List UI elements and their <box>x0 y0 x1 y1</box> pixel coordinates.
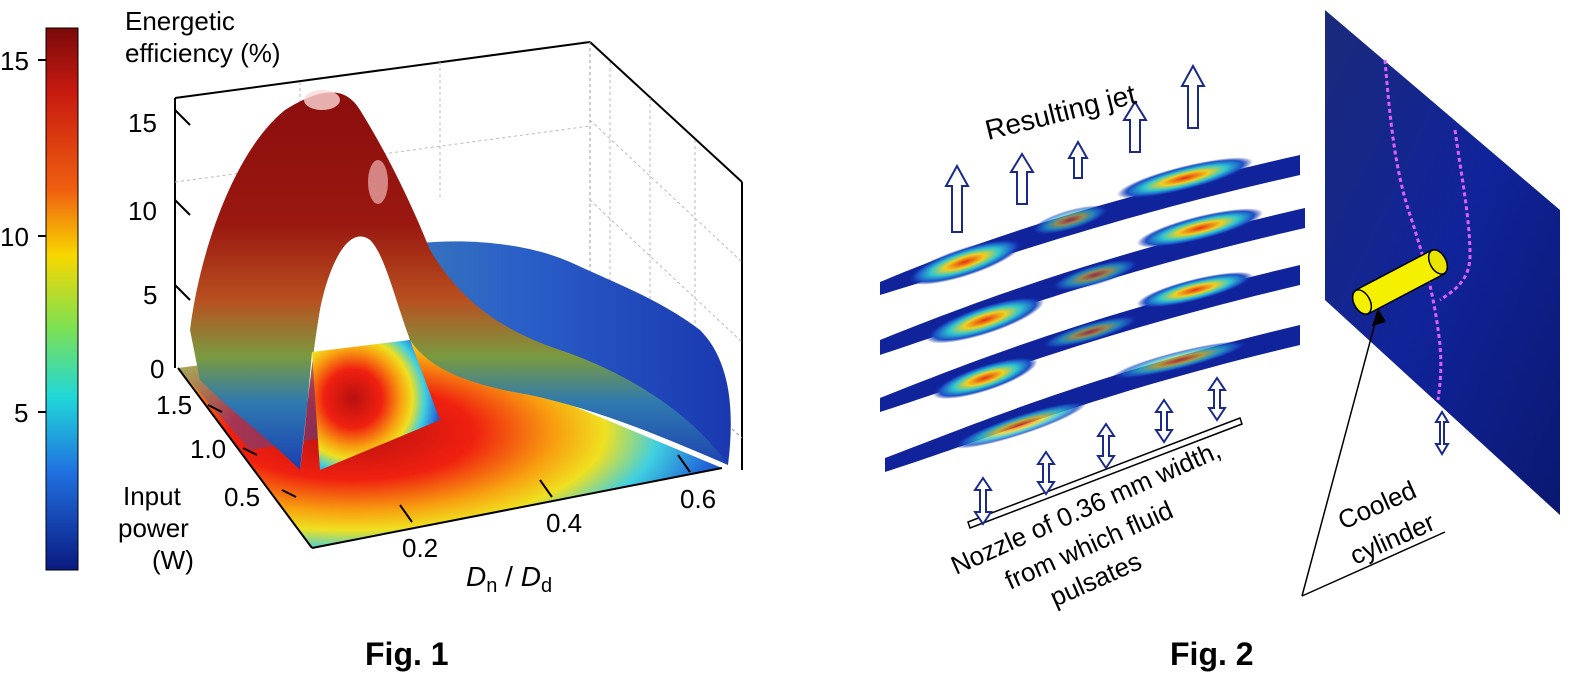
double-arrow-icon <box>1207 376 1227 422</box>
slice-hotspot <box>925 296 1045 344</box>
double-arrow-icon <box>1096 422 1116 470</box>
y-axis-line <box>177 367 313 549</box>
laser-trace <box>1439 129 1472 302</box>
colorbar-tick-label: 5 <box>14 398 28 428</box>
figure-1-caption: Fig. 1 <box>365 636 449 672</box>
z-tick-label: 5 <box>143 280 157 310</box>
z-tick-mark <box>174 199 191 216</box>
floor-under-arch <box>312 340 440 470</box>
jet-arrow-icon <box>944 163 970 233</box>
x-tick-label: 0.4 <box>546 508 582 538</box>
colorbar: 15 10 5 <box>0 27 79 571</box>
z-axis: 15 10 5 0 <box>128 108 191 384</box>
box-gridline <box>589 199 743 343</box>
y-axis-label: power <box>118 513 189 543</box>
figure-2: Resulting jet Nozzle of 0.36 mm width, f… <box>880 10 1560 612</box>
y-tick-label: 1.0 <box>190 434 226 464</box>
z-tick-mark <box>174 284 191 301</box>
arch-opening <box>300 236 410 470</box>
surface-hump <box>190 92 728 470</box>
slice-hotspot <box>932 356 1038 400</box>
x-axis-label: Dn / Dd <box>466 561 552 597</box>
velocity-slice <box>885 325 1300 472</box>
slice-hotspot <box>1031 205 1109 235</box>
slice-hotspot <box>1051 259 1139 291</box>
y-tick-label: 1.5 <box>156 390 192 420</box>
colorbar-gradient <box>45 27 79 571</box>
surface-highlight <box>304 90 340 110</box>
slice-hotspot <box>1136 271 1254 309</box>
surface-highlight <box>368 160 388 204</box>
jet-arrow-icon <box>1122 100 1148 153</box>
laser-trace <box>1383 59 1443 401</box>
jet-arrow-icon <box>1009 152 1035 205</box>
box-gridline <box>174 125 591 183</box>
y-tick-mark <box>242 447 258 456</box>
slice-hotspot <box>953 401 1087 449</box>
x-axis: 0.2 0.4 0.6 <box>311 454 723 563</box>
x-axis-line <box>311 467 723 549</box>
slice-hotspot <box>1136 208 1264 248</box>
y-tick-mark <box>207 404 223 413</box>
x-tick-mark <box>399 504 413 523</box>
figure-1: 15 10 5 <box>0 6 743 597</box>
double-arrow-icon <box>1036 450 1056 496</box>
colorbar-tick-label: 15 <box>0 46 29 76</box>
z-axis-label: efficiency (%) <box>125 38 281 68</box>
velocity-slice <box>880 208 1305 355</box>
slice-hotspot <box>907 239 1023 285</box>
y-axis-label: Input <box>123 481 182 511</box>
x-tick-label: 0.2 <box>402 533 438 563</box>
floor-colormap <box>178 338 722 548</box>
box-edge <box>174 41 591 99</box>
pulsation-arrows <box>973 376 1227 526</box>
slice-hotspot <box>1112 340 1248 380</box>
y-axis-label: (W) <box>152 545 194 575</box>
z-axis-label: Energetic <box>125 6 235 36</box>
slice-hotspot <box>1117 157 1253 199</box>
jet-arrow-icon <box>1180 63 1206 129</box>
cooled-cylinder <box>1351 248 1449 316</box>
cylinder-end <box>1427 249 1449 275</box>
jet-arrows <box>944 63 1206 233</box>
z-tick-label: 15 <box>128 108 157 138</box>
callout-line <box>1301 531 1446 597</box>
cylinder-end <box>1351 289 1373 315</box>
velocity-slice <box>880 155 1300 295</box>
z-tick-label: 10 <box>128 196 157 226</box>
z-tick-mark <box>174 109 191 126</box>
y-tick-label: 0.5 <box>224 482 260 512</box>
x-tick-label: 0.6 <box>680 484 716 514</box>
callout-arrowhead <box>1372 308 1386 326</box>
y-tick-mark <box>281 489 297 498</box>
double-arrow-icon <box>1154 398 1174 444</box>
box-gridline <box>589 119 743 263</box>
jet-arrow-icon <box>1067 139 1089 179</box>
y-axis: 1.5 1.0 0.5 <box>156 367 313 549</box>
velocity-slice <box>880 265 1300 412</box>
x-tick-mark <box>539 479 553 498</box>
slice-hotspot <box>1041 315 1139 349</box>
x-tick-mark <box>677 454 691 473</box>
figure-2-caption: Fig. 2 <box>1170 636 1254 672</box>
double-arrow-icon <box>1434 410 1450 456</box>
nozzle-bar <box>967 417 1243 529</box>
z-tick-label: 0 <box>150 354 164 384</box>
colorbar-tick-label: 10 <box>0 222 29 252</box>
double-arrow-icon <box>973 476 993 526</box>
jet-label: Resulting jet <box>982 78 1139 145</box>
box-edge <box>589 41 743 183</box>
callout-line <box>1301 311 1379 597</box>
